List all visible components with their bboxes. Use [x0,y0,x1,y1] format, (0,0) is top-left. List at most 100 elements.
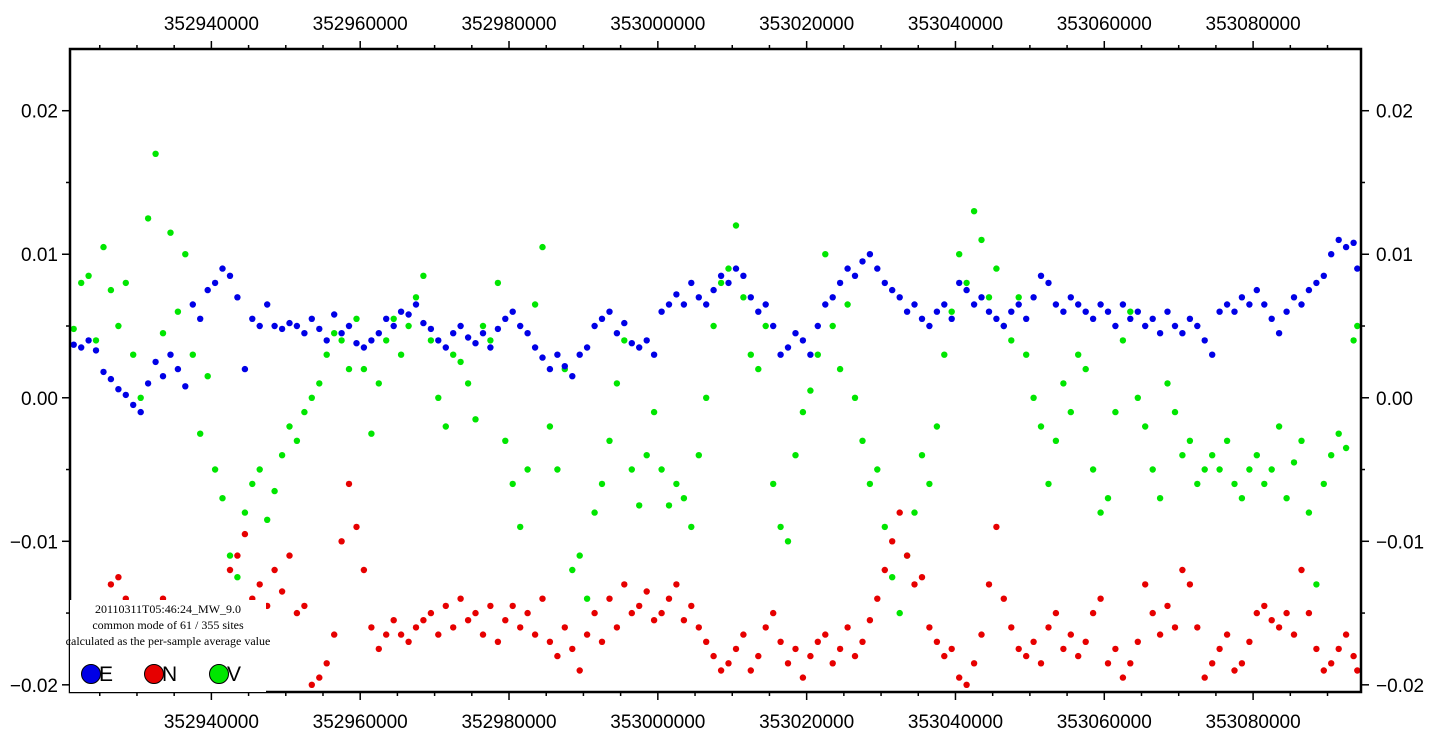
point-e-1 [78,344,85,351]
point-e-135 [1075,301,1082,308]
point-e-168 [1320,272,1328,279]
point-n-159 [1313,645,1320,653]
point-e-113 [911,301,918,308]
point-v-43 [390,315,397,322]
point-v-5 [107,286,115,294]
point-n-109 [941,652,948,660]
point-n-155 [1283,609,1290,617]
point-v-73 [613,380,621,387]
point-e-75 [628,340,635,347]
point-v-27 [271,487,278,495]
point-e-129 [1030,294,1037,301]
point-v-110 [889,574,896,581]
point-n-86 [770,609,777,617]
point-n-39 [420,617,427,624]
point-n-150 [1246,638,1253,645]
point-e-127 [1015,301,1022,308]
point-n-82 [740,631,747,638]
y-tick-label-right: 0.00 [1376,389,1413,410]
point-n-47 [479,631,487,638]
point-v-154 [1216,466,1223,473]
point-e-78 [650,351,658,358]
point-v-39 [360,365,368,373]
point-v-58 [502,437,509,444]
point-e-112 [903,308,911,315]
point-v-98 [799,408,807,416]
point-n-71 [658,609,665,617]
x-tick-label-bottom: 352960000 [313,712,408,733]
point-e-72 [606,308,613,315]
point-e-25 [256,322,263,330]
x-tick-label-top: 353080000 [1206,14,1301,35]
point-v-69 [583,595,591,602]
point-v-150 [1186,437,1194,444]
point-n-53 [524,609,531,617]
point-e-86 [710,286,717,294]
point-v-76 [636,502,643,509]
point-n-31 [360,566,368,574]
point-v-145 [1149,466,1156,473]
point-e-32 [308,315,315,322]
point-v-107 [866,480,874,488]
point-v-26 [264,516,271,523]
point-v-172 [1350,337,1357,344]
point-e-89 [732,265,740,272]
point-n-20 [278,588,286,595]
point-e-52 [457,322,464,330]
legend-box [70,600,266,692]
point-e-28 [278,325,286,333]
point-e-159 [1253,286,1261,294]
point-n-130 [1097,595,1104,602]
point-n-77 [703,638,710,645]
point-e-114 [918,315,926,322]
point-v-28 [278,452,286,459]
point-v-87 [717,279,725,287]
point-n-157 [1298,566,1305,574]
point-n-43 [450,624,457,631]
point-n-73 [673,581,680,588]
point-n-59 [569,645,576,653]
point-n-98 [859,638,866,645]
point-n-138 [1156,631,1164,638]
point-e-122 [978,294,985,301]
point-n-121 [1030,638,1037,645]
point-e-63 [539,354,546,361]
point-v-56 [487,337,494,344]
point-v-127 [1015,294,1022,301]
point-v-85 [703,394,710,401]
point-e-51 [450,330,457,337]
point-e-119 [956,279,963,287]
point-n-50 [502,617,509,624]
point-n-158 [1305,609,1313,617]
point-v-17 [197,430,204,437]
point-n-34 [383,631,390,638]
point-v-164 [1290,459,1298,466]
point-e-140 [1112,322,1119,330]
point-e-20 [219,265,226,272]
point-n-38 [412,624,420,631]
point-n-15 [241,530,249,538]
point-v-137 [1089,466,1097,473]
point-n-117 [1000,595,1007,602]
point-v-132 [1052,437,1060,444]
point-e-141 [1119,301,1127,308]
point-e-81 [673,291,680,298]
point-v-36 [338,337,345,344]
point-n-80 [725,660,732,667]
point-v-139 [1104,495,1112,502]
point-e-68 [576,351,583,358]
point-e-88 [725,279,732,287]
point-n-123 [1045,624,1052,631]
point-e-55 [479,330,487,337]
point-e-172 [1350,239,1357,246]
point-v-102 [829,322,836,330]
point-e-12 [159,373,167,380]
point-e-26 [264,301,271,308]
point-v-100 [814,351,821,358]
point-v-25 [256,466,263,473]
point-n-114 [978,631,985,638]
x-tick-label-top: 353060000 [1057,14,1152,35]
point-n-148 [1231,667,1238,674]
point-e-50 [442,344,449,351]
point-e-150 [1186,315,1194,322]
